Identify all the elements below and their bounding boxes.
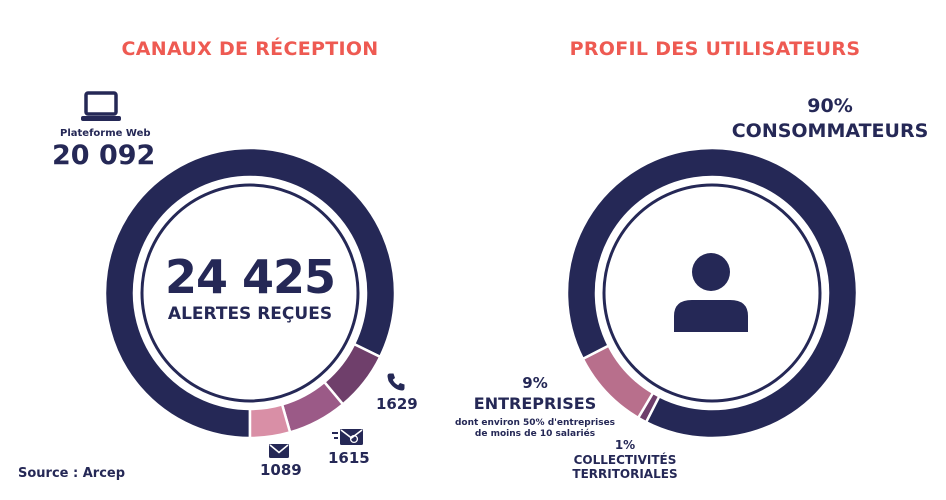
phone-channel-value: 1629 bbox=[376, 395, 418, 413]
total-alerts-label: ALERTES REÇUES bbox=[167, 304, 333, 324]
users-donut bbox=[565, 146, 859, 440]
local-authorities-percent: 1% bbox=[614, 438, 636, 452]
left-chart-title: CANAUX DE RÉCEPTION bbox=[121, 38, 379, 60]
consumers-segment bbox=[565, 146, 859, 440]
local-authorities-label-line1: COLLECTIVITÉS bbox=[573, 453, 677, 467]
companies-note-line1: dont environ 50% d'entreprises bbox=[454, 418, 616, 428]
channels-donut bbox=[103, 146, 397, 440]
email-icon bbox=[268, 443, 290, 459]
donut-inner-ring bbox=[140, 183, 360, 403]
mail-channel-value: 1615 bbox=[328, 449, 370, 467]
email-channel-value: 1089 bbox=[260, 461, 302, 479]
companies-percent: 9% bbox=[522, 374, 548, 392]
laptop-icon bbox=[80, 90, 122, 124]
companies-note-line2: de moins de 10 salariés bbox=[474, 429, 596, 439]
email-segment bbox=[248, 402, 292, 440]
donut-inner-ring bbox=[602, 183, 822, 403]
mail-icon bbox=[332, 428, 364, 446]
phone-icon bbox=[386, 372, 406, 392]
total-alerts-value: 24 425 bbox=[164, 250, 336, 304]
local-authorities-label-line2: TERRITORIALES bbox=[572, 467, 678, 481]
right-chart-title: PROFIL DES UTILISATEURS bbox=[569, 38, 861, 60]
web-channel-value: 20 092 bbox=[52, 140, 156, 171]
companies-label: ENTREPRISES bbox=[473, 394, 597, 413]
source-note: Source : Arcep bbox=[18, 466, 126, 481]
consumers-percent: 90% bbox=[807, 95, 853, 117]
user-icon bbox=[672, 252, 750, 332]
consumers-label: CONSOMMATEURS bbox=[731, 120, 929, 142]
web-channel-label: Plateforme Web bbox=[60, 128, 151, 139]
web-segment bbox=[103, 146, 397, 440]
